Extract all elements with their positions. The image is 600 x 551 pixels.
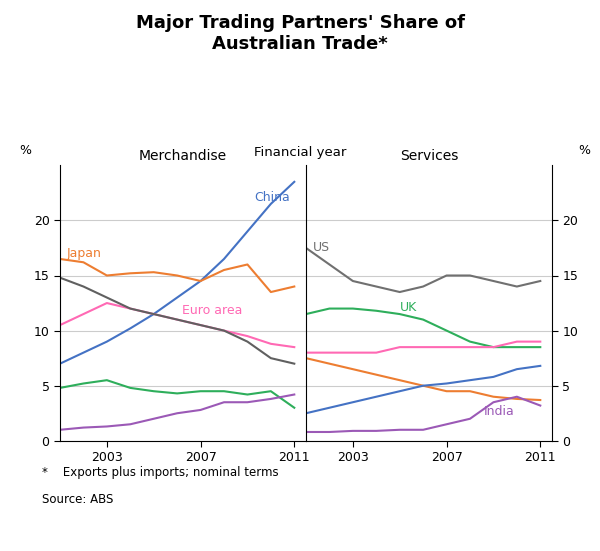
Text: Source: ABS: Source: ABS: [42, 493, 113, 506]
Text: Financial year: Financial year: [254, 146, 346, 159]
Text: %: %: [578, 144, 590, 157]
Text: UK: UK: [400, 301, 417, 314]
Title: Merchandise: Merchandise: [139, 149, 227, 163]
Text: US: US: [313, 241, 330, 254]
Text: Euro area: Euro area: [182, 304, 242, 317]
Text: Major Trading Partners' Share of
Australian Trade*: Major Trading Partners' Share of Austral…: [136, 14, 464, 52]
Text: %: %: [20, 144, 32, 157]
Text: China: China: [254, 191, 290, 203]
Title: Services: Services: [400, 149, 458, 163]
Text: India: India: [484, 406, 515, 418]
Text: Japan: Japan: [67, 247, 102, 260]
Text: *    Exports plus imports; nominal terms: * Exports plus imports; nominal terms: [42, 466, 278, 479]
